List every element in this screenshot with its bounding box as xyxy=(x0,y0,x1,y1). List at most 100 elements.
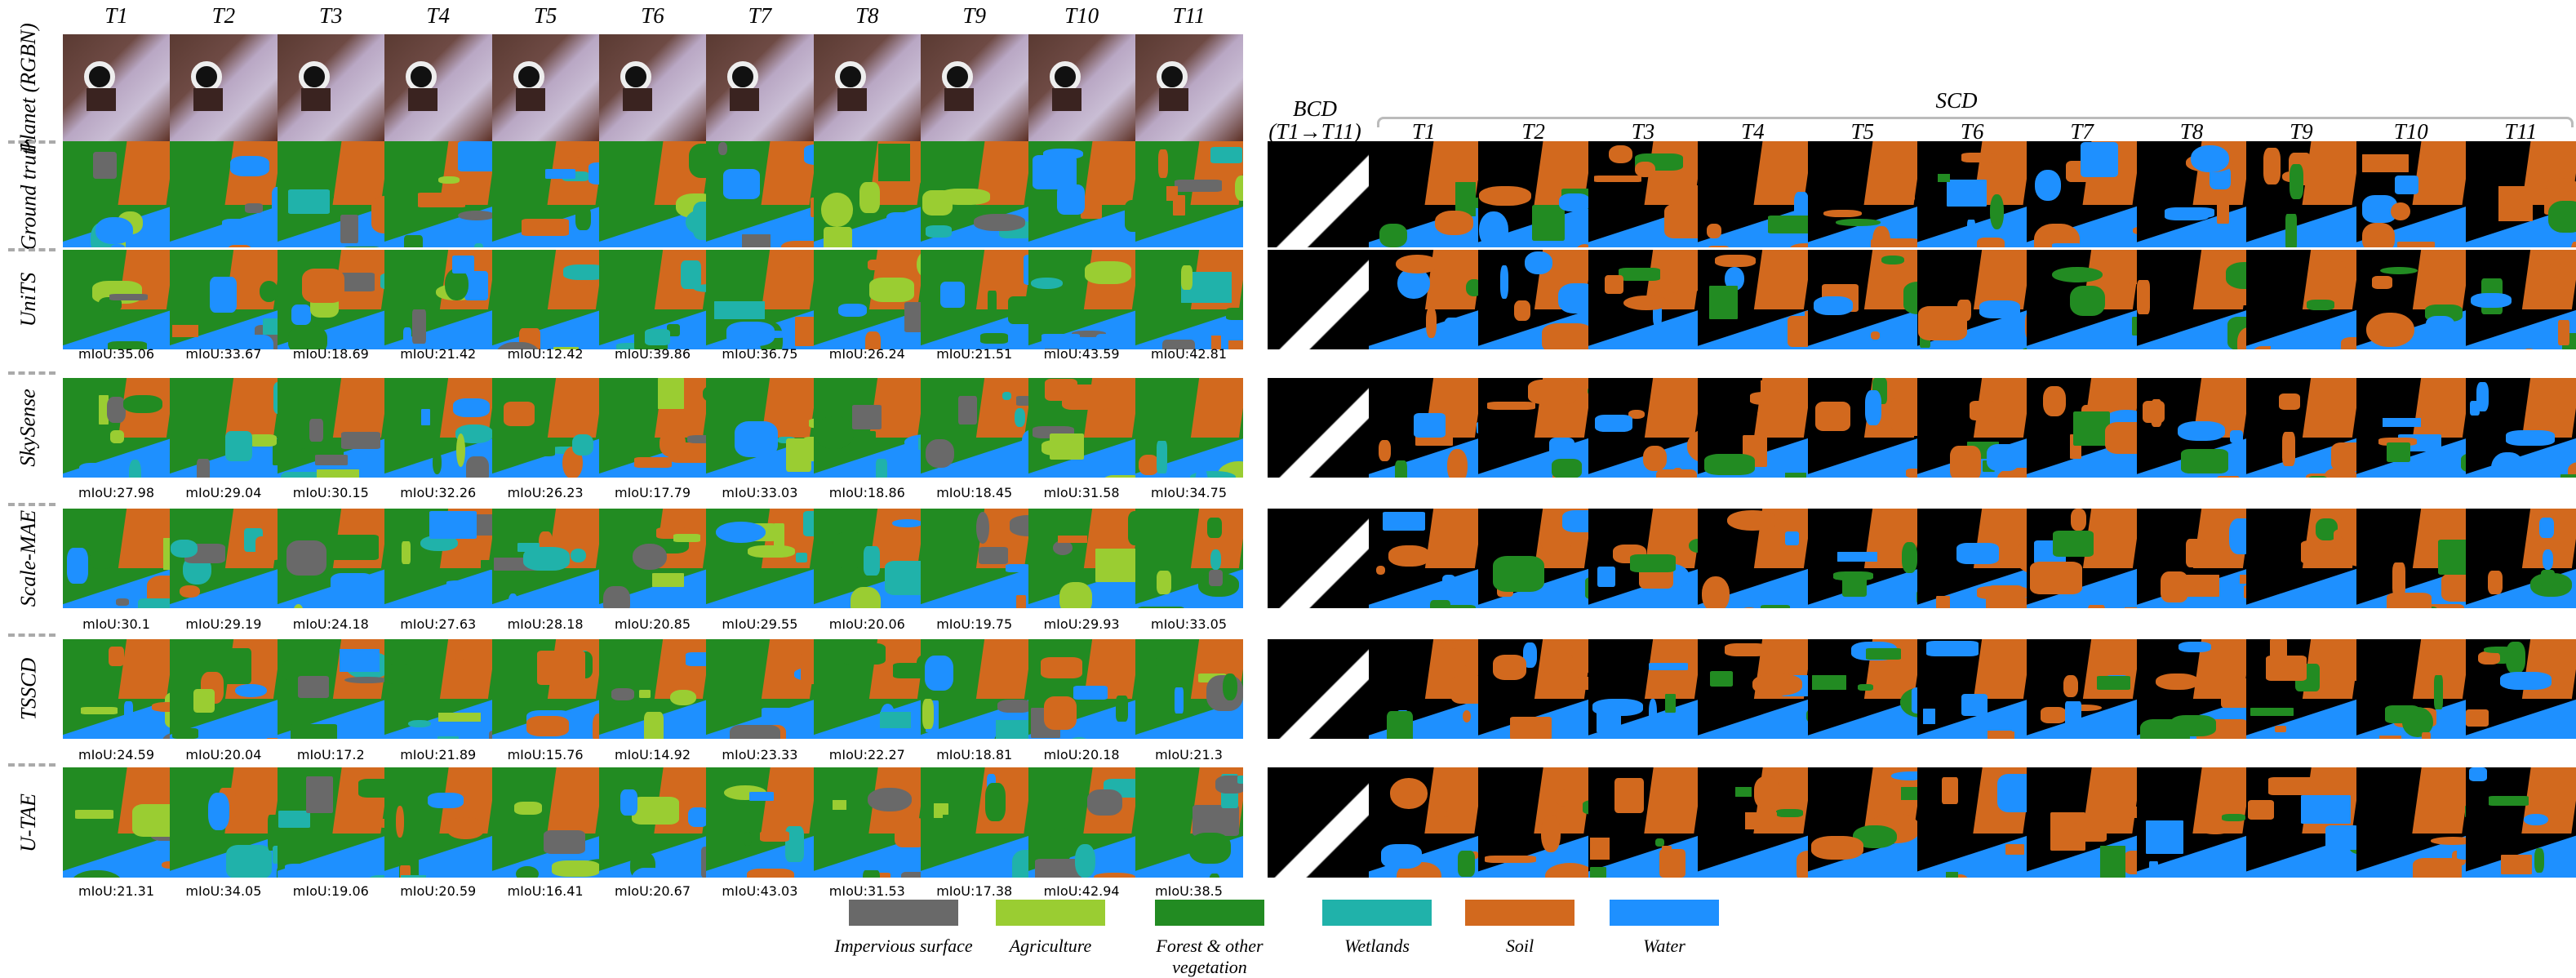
satellite-image xyxy=(1028,34,1136,141)
segmentation-map xyxy=(706,378,814,478)
segmentation-map xyxy=(1588,378,1699,478)
legend-label: Water xyxy=(1643,936,1686,956)
scd-time-label: T2 xyxy=(1521,119,1545,144)
segmentation-map xyxy=(1917,767,2027,878)
segmentation-map xyxy=(599,378,707,478)
segmentation-map xyxy=(1135,639,1243,739)
row-label: Ground truth xyxy=(0,139,57,251)
segmentation-map xyxy=(492,141,600,247)
miou-score: mIoU:33.67 xyxy=(185,346,262,362)
segmentation-map xyxy=(2246,141,2356,247)
segmentation-map xyxy=(921,639,1028,739)
miou-score: mIoU:33.05 xyxy=(1151,616,1227,632)
segmentation-map xyxy=(63,509,171,608)
segmentation-map xyxy=(1588,250,1699,349)
segmentation-map xyxy=(1917,250,2027,349)
miou-score: mIoU:19.75 xyxy=(936,616,1013,632)
row-label: TSSCD xyxy=(0,639,57,739)
bcd-change-map xyxy=(1268,639,1369,739)
bcd-change-map xyxy=(1268,509,1369,608)
satellite-image xyxy=(814,34,922,141)
miou-score: mIoU:18.69 xyxy=(292,346,369,362)
miou-score: mIoU:23.33 xyxy=(722,747,798,762)
scd-time-label: T11 xyxy=(2504,119,2538,144)
time-label: T8 xyxy=(855,3,879,28)
segmentation-map xyxy=(170,250,278,349)
segmentation-map xyxy=(1028,639,1136,739)
time-label: T1 xyxy=(104,3,128,28)
legend-swatch xyxy=(1465,900,1574,926)
segmentation-map xyxy=(278,141,385,247)
segmentation-map xyxy=(921,250,1028,349)
scd-time-label: T5 xyxy=(1850,119,1875,144)
segmentation-map xyxy=(2137,639,2247,739)
row-divider xyxy=(8,140,56,144)
segmentation-map xyxy=(1028,250,1136,349)
segmentation-map xyxy=(599,250,707,349)
bcd-title: BCD xyxy=(1293,96,1337,121)
segmentation-map xyxy=(384,378,492,478)
miou-score: mIoU:20.59 xyxy=(400,883,477,899)
miou-score: mIoU:16.41 xyxy=(507,883,584,899)
segmentation-map xyxy=(170,639,278,739)
miou-score: mIoU:29.19 xyxy=(185,616,262,632)
segmentation-map xyxy=(1698,378,1808,478)
satellite-image xyxy=(1135,34,1243,141)
segmentation-map xyxy=(63,141,171,247)
satellite-image xyxy=(921,34,1028,141)
segmentation-map xyxy=(492,767,600,878)
segmentation-map xyxy=(170,141,278,247)
segmentation-map xyxy=(2027,767,2137,878)
row-label: U-TAE xyxy=(0,767,57,878)
time-label: T3 xyxy=(319,3,343,28)
segmentation-map xyxy=(1028,141,1136,247)
segmentation-map xyxy=(1028,767,1136,878)
segmentation-map xyxy=(63,767,171,878)
miou-score: mIoU:31.53 xyxy=(828,883,905,899)
miou-score: mIoU:18.45 xyxy=(936,485,1013,500)
scd-time-label: T1 xyxy=(1411,119,1436,144)
segmentation-map xyxy=(2027,250,2137,349)
segmentation-map xyxy=(2137,509,2247,608)
segmentation-map xyxy=(1028,509,1136,608)
time-label: T5 xyxy=(533,3,557,28)
scd-time-label: T7 xyxy=(2070,119,2094,144)
bcd-change-map xyxy=(1268,141,1369,247)
segmentation-map xyxy=(1478,639,1588,739)
time-label: T6 xyxy=(641,3,664,28)
segmentation-map xyxy=(2466,639,2576,739)
segmentation-map xyxy=(1808,639,1918,739)
row-label-text: SkySense xyxy=(16,389,40,467)
time-label: T11 xyxy=(1172,3,1206,28)
segmentation-map xyxy=(921,509,1028,608)
row-divider xyxy=(8,248,56,251)
miou-score: mIoU:20.67 xyxy=(615,883,691,899)
time-label: T4 xyxy=(426,3,450,28)
miou-score: mIoU:24.18 xyxy=(292,616,369,632)
segmentation-map xyxy=(1808,141,1918,247)
miou-score: mIoU:30.15 xyxy=(292,485,369,500)
segmentation-map xyxy=(278,509,385,608)
segmentation-map xyxy=(384,509,492,608)
segmentation-map xyxy=(814,509,922,608)
segmentation-map xyxy=(2137,250,2247,349)
satellite-image xyxy=(599,34,707,141)
miou-score: mIoU:18.86 xyxy=(828,485,905,500)
segmentation-map xyxy=(814,141,922,247)
miou-score: mIoU:18.81 xyxy=(936,747,1013,762)
segmentation-map xyxy=(63,639,171,739)
segmentation-map xyxy=(706,639,814,739)
segmentation-map xyxy=(1369,767,1479,878)
segmentation-map xyxy=(278,639,385,739)
segmentation-map xyxy=(1369,639,1479,739)
miou-score: mIoU:26.24 xyxy=(828,346,905,362)
miou-score: mIoU:42.94 xyxy=(1043,883,1120,899)
segmentation-map xyxy=(599,767,707,878)
segmentation-map xyxy=(1028,378,1136,478)
segmentation-map xyxy=(2356,378,2467,478)
miou-score: mIoU:35.06 xyxy=(78,346,154,362)
miou-score: mIoU:36.75 xyxy=(722,346,798,362)
legend-label: Wetlands xyxy=(1344,936,1410,956)
miou-score: mIoU:30.1 xyxy=(82,616,150,632)
segmentation-map xyxy=(1808,250,1918,349)
